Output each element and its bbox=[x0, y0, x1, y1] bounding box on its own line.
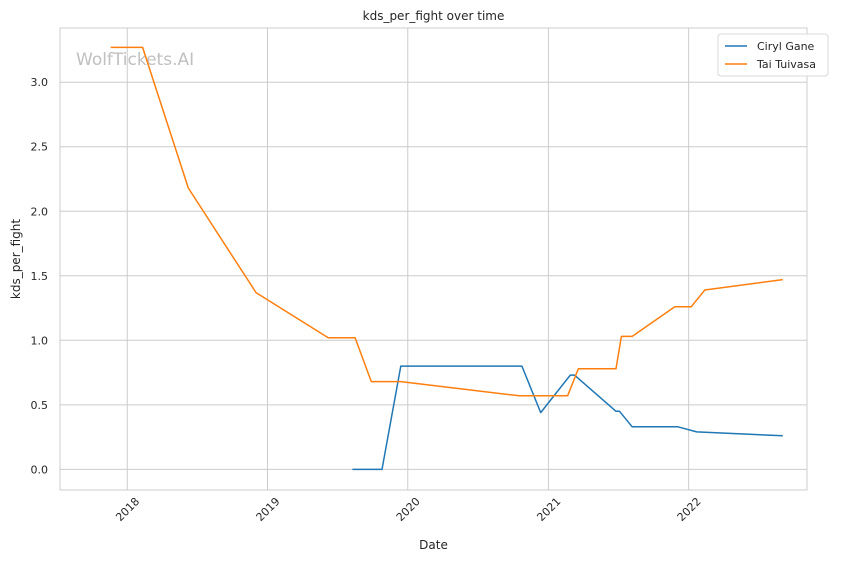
y-axis-label: kds_per_fight bbox=[9, 219, 23, 300]
x-tick-labels: 2018 2019 2020 2021 2022 bbox=[113, 495, 703, 524]
x-tick-label: 2022 bbox=[675, 495, 704, 524]
x-tick-label: 2018 bbox=[113, 495, 142, 524]
grid bbox=[60, 28, 807, 490]
legend: Ciryl Gane Tai Tuivasa bbox=[717, 33, 829, 77]
x-tick-label: 2020 bbox=[394, 495, 423, 524]
series-line-tai-tuivasa bbox=[110, 46, 783, 397]
series-lines bbox=[110, 46, 783, 471]
plot-frame bbox=[59, 27, 808, 491]
y-tick-label: 2.5 bbox=[31, 141, 49, 154]
series-line-ciryl-gane bbox=[352, 365, 783, 471]
y-tick-label: 0.0 bbox=[31, 463, 49, 476]
legend-label: Tai Tuivasa bbox=[756, 58, 816, 71]
y-tick-label: 3.0 bbox=[31, 76, 49, 89]
chart-title: kds_per_fight over time bbox=[363, 9, 505, 23]
legend-label: Ciryl Gane bbox=[757, 40, 815, 53]
y-tick-label: 1.5 bbox=[31, 270, 49, 283]
y-tick-label: 1.0 bbox=[31, 334, 49, 347]
legend-box bbox=[717, 33, 829, 77]
y-tick-labels: 0.0 0.5 1.0 1.5 2.0 2.5 3.0 bbox=[31, 76, 49, 476]
x-tick-label: 2021 bbox=[534, 495, 563, 524]
y-tick-label: 2.0 bbox=[31, 205, 49, 218]
watermark: WolfTickets.AI bbox=[76, 50, 194, 70]
y-tick-label: 0.5 bbox=[31, 399, 49, 412]
x-tick-label: 2019 bbox=[254, 495, 283, 524]
x-axis-label: Date bbox=[419, 538, 448, 552]
